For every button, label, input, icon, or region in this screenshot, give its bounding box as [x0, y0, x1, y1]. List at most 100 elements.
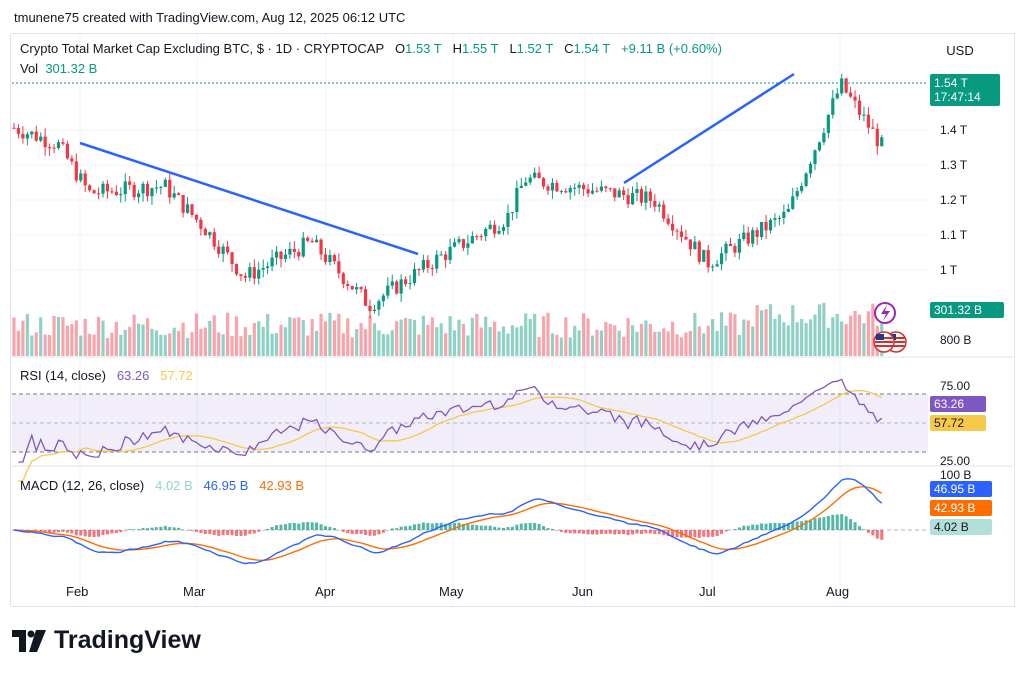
- currency-button[interactable]: USD: [946, 42, 974, 58]
- candle-body: [114, 191, 118, 196]
- macd-hist-bar: [510, 526, 514, 530]
- macd-hist-bar: [479, 525, 483, 530]
- macd-hist-bar: [622, 530, 626, 535]
- price-axis-label: 1.3 T: [940, 158, 968, 172]
- volume-bar: [430, 317, 434, 356]
- symbol-header[interactable]: Crypto Total Market Cap Excluding BTC, $…: [20, 41, 722, 56]
- volume-bar: [613, 325, 617, 356]
- volume-bar: [421, 315, 425, 356]
- volume-bar: [377, 330, 381, 356]
- macd-hist-bar: [537, 524, 541, 530]
- volume-bar: [279, 324, 283, 356]
- volume-bar: [306, 335, 310, 356]
- open-label: O: [394, 41, 406, 56]
- macd-hist-bar: [350, 530, 354, 534]
- macd-hist-bar: [769, 523, 772, 530]
- price-axis-label: 1.1 T: [940, 228, 968, 242]
- macd-hist-bar: [653, 530, 657, 535]
- symbol-name[interactable]: Crypto Total Market Cap Excluding BTC, $…: [20, 41, 385, 56]
- volume-bar: [34, 332, 38, 356]
- macd-hist-bar: [644, 530, 648, 534]
- volume-bar: [141, 324, 145, 356]
- volume-bar: [782, 322, 786, 356]
- macd-hist-bar: [822, 517, 826, 530]
- candle-body: [880, 137, 884, 147]
- candle-body: [332, 255, 336, 262]
- macd-hist-bar: [484, 525, 488, 530]
- candle-body: [786, 208, 790, 212]
- candle-body: [119, 194, 123, 196]
- candle-body: [159, 186, 163, 188]
- volume-bar: [163, 334, 167, 356]
- candle-body: [635, 189, 639, 193]
- candle-body: [381, 295, 385, 302]
- volume-bar: [257, 321, 261, 356]
- candle-body: [719, 253, 724, 265]
- volume-bar: [568, 337, 572, 356]
- macd-hist-bar: [760, 523, 764, 530]
- volume-bar: [79, 335, 83, 356]
- volume-bar: [826, 327, 830, 356]
- volume-bar: [501, 326, 506, 356]
- volume-bar: [813, 314, 817, 356]
- candle-body: [16, 127, 21, 134]
- candle-body: [145, 183, 150, 197]
- macd-hist-bar: [128, 529, 132, 530]
- macd-hist-bar: [840, 514, 844, 530]
- volume-bar: [270, 333, 274, 356]
- macd-hist-bar: [328, 526, 332, 530]
- macd-hist-bar: [844, 516, 848, 530]
- candle-body: [768, 219, 773, 231]
- candle-body: [808, 164, 813, 174]
- candle-body: [871, 127, 875, 129]
- candle-body: [866, 114, 870, 128]
- volume-bar: [541, 316, 546, 356]
- volume-bar: [639, 323, 644, 356]
- volume-bar: [252, 322, 256, 356]
- candle-body: [12, 127, 16, 129]
- volume-bar: [96, 316, 101, 356]
- macd-hist-bar: [666, 530, 670, 537]
- macd-hist-bar: [154, 527, 158, 530]
- macd-hist-bar: [720, 530, 724, 534]
- volume-bar: [399, 319, 403, 356]
- volume-bar: [297, 317, 301, 356]
- macd-hist-bar: [194, 530, 198, 532]
- macd-hist-bar: [346, 530, 350, 534]
- volume-bar: [835, 313, 839, 356]
- candle-body: [840, 78, 844, 94]
- volume-bar: [190, 332, 194, 356]
- candle-body: [746, 232, 750, 244]
- macd-hist-bar: [248, 530, 252, 534]
- candle-body: [755, 230, 759, 237]
- rsi-legend[interactable]: RSI (14, close) 63.26 57.72: [20, 368, 193, 383]
- macd-hist-bar: [88, 530, 92, 537]
- macd-hist-bar: [519, 523, 523, 530]
- candle-body: [34, 131, 38, 141]
- candle-body: [835, 93, 839, 99]
- macd-hist-bar: [555, 530, 559, 531]
- macd-hist-bar: [546, 528, 550, 530]
- candle-body: [533, 172, 537, 178]
- macd-hist-bar: [74, 530, 78, 536]
- macd-legend[interactable]: MACD (12, 26, close) 4.02 B 46.95 B 42.9…: [20, 478, 304, 493]
- volume-bar: [537, 337, 541, 356]
- macd-histogram: [12, 514, 884, 540]
- candle-body: [559, 191, 563, 193]
- candle-body: [599, 186, 603, 191]
- volume-bar: [844, 324, 848, 356]
- volume-bar: [582, 313, 586, 356]
- macd-hist-bar: [831, 514, 835, 530]
- candle-body: [65, 143, 69, 159]
- volume-bar: [697, 326, 701, 356]
- volume-bar: [412, 320, 417, 356]
- macd-axis-label: 100 B: [940, 468, 972, 482]
- chart-frame[interactable]: [10, 33, 1015, 607]
- change-value: +9.11 B (+0.60%): [621, 41, 722, 56]
- volume-legend[interactable]: Vol 301.32 B: [20, 61, 97, 76]
- tradingview-logo[interactable]: TradingView: [12, 626, 201, 655]
- volume-bar: [862, 323, 866, 356]
- macd-hist-bar: [283, 524, 287, 530]
- volume-bar: [866, 311, 870, 356]
